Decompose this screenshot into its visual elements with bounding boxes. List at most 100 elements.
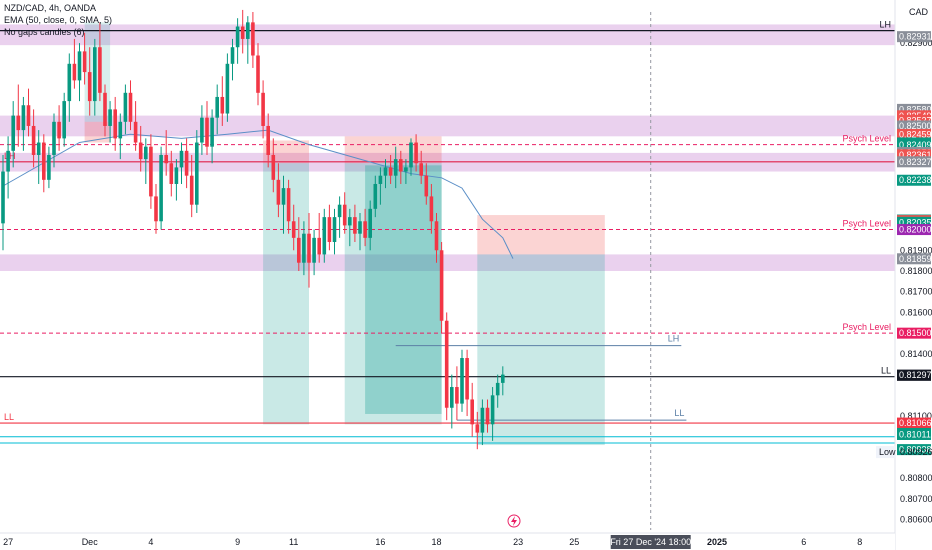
lightning-icon[interactable] [507, 514, 521, 528]
candle [363, 208, 367, 247]
candle [490, 387, 495, 441]
candle [77, 43, 82, 102]
candle [317, 212, 321, 263]
candle-body [297, 237, 301, 263]
candle-body [465, 358, 469, 400]
candle [373, 175, 378, 218]
time-tick-label: 23 [513, 537, 523, 547]
candle-body [154, 196, 158, 222]
candle [399, 150, 403, 184]
candle [475, 411, 480, 450]
candle [276, 163, 281, 218]
candle [230, 38, 235, 81]
candle [1, 154, 5, 251]
price-tick-label: 0.80700 [900, 494, 932, 504]
time-tick-label: 18 [431, 537, 441, 547]
candle [26, 88, 31, 137]
candle [307, 212, 311, 288]
candle-body [312, 237, 316, 263]
candle-body [348, 217, 352, 226]
candle [118, 113, 123, 160]
price-badge-box [897, 417, 931, 429]
price-tick-label: 0.80600 [900, 515, 932, 525]
price-badge: 0.82000 [897, 224, 932, 236]
price-badge-box [897, 114, 931, 126]
price-tick-label: 0.81800 [900, 266, 932, 276]
candle [358, 212, 362, 251]
candle-body [113, 109, 117, 139]
candle [220, 76, 225, 126]
candle-body [118, 121, 123, 139]
candle [164, 130, 168, 176]
candle [240, 9, 245, 54]
candle-body [501, 374, 505, 383]
candle-body [184, 150, 189, 176]
candle-body [52, 121, 56, 155]
position-box [84, 121, 111, 143]
price-tick-label: 0.81900 [900, 245, 932, 255]
candle [302, 221, 306, 276]
price-badge-box [897, 174, 931, 186]
candle-body [42, 142, 46, 180]
candle [72, 38, 77, 89]
candle-body [200, 117, 204, 143]
crosshair-time-text: Fri 27 Dec '24 18:00 [610, 537, 691, 547]
candle [189, 154, 194, 218]
price-badge-label: 0.82580 [899, 104, 932, 114]
low-marker-label: Low [879, 447, 896, 457]
candle [154, 183, 158, 234]
candle-body [337, 204, 342, 218]
candle-body [281, 188, 286, 205]
candle [444, 312, 449, 421]
swing-segment-label: LL [674, 408, 684, 418]
zone-bands [0, 24, 895, 271]
candle [327, 204, 332, 251]
candle [57, 105, 61, 151]
candle-body [6, 150, 10, 172]
crosshair-time-box [610, 535, 691, 549]
price-badge-label: 0.81500 [899, 328, 932, 338]
candle [465, 349, 469, 417]
chart-legend[interactable]: NZD/CAD, 4h, OANDA EMA (50, close, 0, SM… [4, 2, 112, 38]
price-badge-box [897, 253, 931, 265]
candle [31, 109, 36, 168]
candle [21, 96, 26, 151]
candle [195, 130, 199, 213]
price-badge: 0.81859 [897, 253, 932, 265]
time-axis[interactable]: 27 Dec 4 9 11 16 18 23 25 2025 6 8 Fri 27 Dec '24 18… [0, 532, 895, 550]
candle-body [414, 142, 418, 164]
price-axis[interactable]: CAD 0.82900 0.81900 0.81800 0.81700 0.81600 0.… [876, 0, 932, 550]
candle-body [21, 105, 26, 131]
candle [501, 366, 505, 396]
candle [159, 146, 163, 230]
candle [256, 43, 260, 106]
price-badge-box [897, 428, 931, 440]
time-tick-label: 6 [801, 537, 806, 547]
position-box [477, 254, 605, 446]
candle [460, 349, 464, 412]
candle-body [133, 121, 138, 143]
ema-indicator-label[interactable]: EMA (50, close, 0, SMA, 5) [4, 15, 113, 25]
candle-body [123, 92, 128, 122]
candle-body [225, 63, 230, 114]
candle-body [286, 188, 291, 222]
candle-body [322, 217, 327, 255]
candle-body [1, 171, 5, 224]
candle-body [31, 125, 36, 155]
candle-body [450, 387, 454, 408]
candle [348, 208, 352, 247]
no-gaps-indicator-label[interactable]: No gaps candles (6) [4, 27, 85, 37]
price-badge-box [897, 103, 931, 115]
position-box [344, 163, 442, 425]
candle [113, 96, 117, 151]
price-badge: 0.82500 [897, 120, 932, 132]
candle [434, 212, 439, 263]
candle [11, 101, 15, 168]
time-tick-label: Dec [82, 537, 99, 547]
symbol-title[interactable]: NZD/CAD, 4h, OANDA [4, 3, 97, 13]
position-boxes [84, 22, 605, 446]
candle [312, 229, 316, 276]
candle [42, 134, 46, 193]
